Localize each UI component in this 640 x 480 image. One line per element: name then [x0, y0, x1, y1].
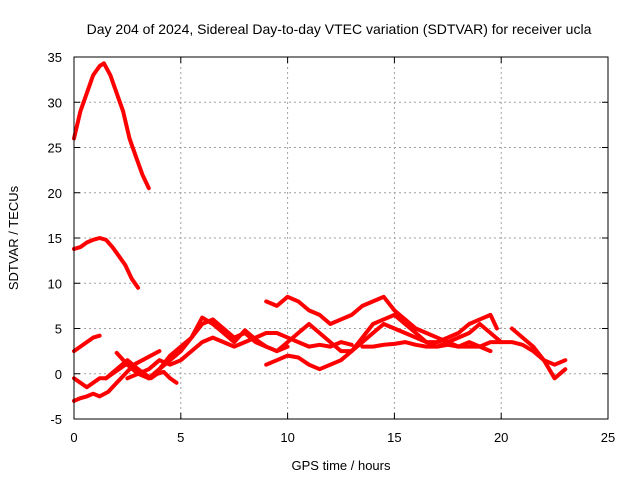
- chart-title: Day 204 of 2024, Sidereal Day-to-day VTE…: [87, 21, 592, 37]
- x-tick-label: 20: [494, 430, 508, 445]
- y-tick-labels: -5 0 5 10 15 20 25 30 35: [48, 50, 62, 427]
- grid-lines: [74, 57, 608, 419]
- series-line-track-k: [274, 322, 504, 354]
- series-line-track-h: [125, 331, 354, 381]
- y-tick-label: 20: [48, 186, 62, 201]
- x-axis-label: GPS time / hours: [292, 458, 391, 473]
- series-line-track-a: [72, 61, 151, 191]
- x-tick-label: 25: [601, 430, 615, 445]
- y-axis-label: SDTVAR / TECUs: [6, 185, 21, 290]
- series-line-track-e: [72, 349, 162, 403]
- y-tick-label: 15: [48, 231, 62, 246]
- axis-ticks: [73, 56, 609, 420]
- series-layer: [72, 61, 568, 403]
- x-tick-label: 10: [280, 430, 294, 445]
- series-line-track-j: [264, 312, 499, 372]
- y-tick-label: -5: [50, 412, 62, 427]
- series-line-track-m: [509, 326, 568, 381]
- x-tick-label: 0: [70, 430, 77, 445]
- x-tick-label: 5: [177, 430, 184, 445]
- series-line-track-c: [72, 333, 102, 354]
- y-tick-label: 35: [48, 50, 62, 65]
- x-tick-label: 15: [387, 430, 401, 445]
- y-tick-label: 5: [55, 322, 62, 337]
- y-tick-label: 10: [48, 276, 62, 291]
- series-line-track-g: [114, 315, 269, 381]
- series-line-track-b: [72, 236, 141, 290]
- y-tick-label: 30: [48, 95, 62, 110]
- series-line-track-l: [360, 340, 568, 367]
- x-tick-labels: 0 5 10 15 20 25: [70, 430, 615, 445]
- y-tick-label: 0: [55, 367, 62, 382]
- y-tick-label: 25: [48, 141, 62, 156]
